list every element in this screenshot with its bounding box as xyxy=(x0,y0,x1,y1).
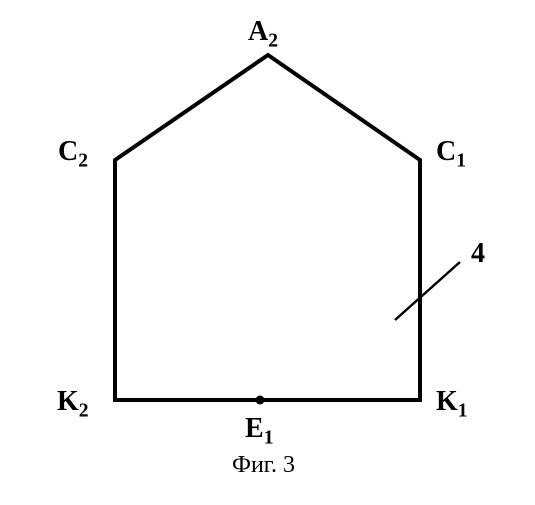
label-C2: C2 xyxy=(58,136,88,173)
geometric-diagram: A2 C1 C2 K1 K2 E1 4 Фиг. 3 xyxy=(0,0,535,500)
label-K2: K2 xyxy=(57,386,89,423)
label-C1: C1 xyxy=(436,136,466,173)
label-E1: E1 xyxy=(245,413,273,450)
label-A2: A2 xyxy=(248,16,278,53)
leader-label: 4 xyxy=(471,238,485,270)
label-K1: K1 xyxy=(436,386,468,423)
figure-caption: Фиг. 3 xyxy=(232,452,295,479)
